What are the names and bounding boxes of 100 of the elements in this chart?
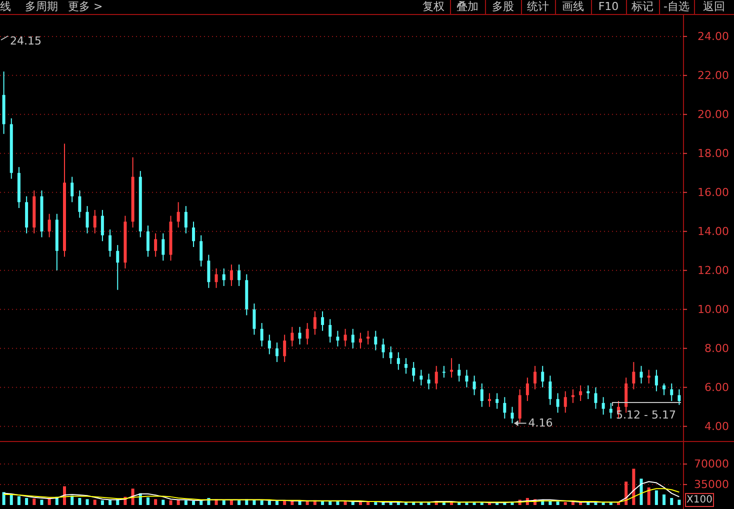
text: F10: [598, 0, 619, 13]
candlestick: [662, 382, 666, 396]
candlestick: [571, 388, 574, 404]
bar: [10, 494, 13, 505]
bar: [260, 500, 264, 505]
candlestick: [389, 346, 392, 364]
bar: [336, 501, 340, 505]
candlestick: [404, 358, 408, 374]
bar: [222, 500, 226, 505]
y-tick-label: 12.00: [698, 264, 729, 277]
text: 返回: [703, 0, 725, 13]
bar: [654, 490, 658, 505]
bar: [176, 500, 180, 505]
bar: [647, 487, 650, 505]
bar: [556, 501, 560, 505]
annotation: 24.15: [10, 34, 42, 48]
candlestick: [162, 232, 165, 262]
candlestick: [382, 338, 385, 359]
bar: [192, 500, 196, 505]
bar: [25, 498, 28, 505]
candlestick: [298, 326, 302, 345]
candlestick: [321, 310, 324, 332]
candlestick: [214, 268, 218, 288]
candlestick: [100, 209, 104, 242]
candlestick: [192, 221, 196, 248]
y-tick-label: 22.00: [698, 68, 729, 82]
bar: [374, 502, 378, 505]
bar: [108, 500, 112, 505]
bar: [328, 501, 332, 505]
bar: [93, 500, 96, 505]
candlestick: [358, 332, 362, 349]
bar: [252, 500, 256, 505]
candlestick: [420, 369, 423, 386]
candlestick: [450, 358, 454, 378]
candlestick: [313, 310, 316, 336]
y-tick-label: 35000: [694, 478, 729, 492]
bar: [162, 500, 165, 505]
candlestick: [442, 365, 446, 378]
candlestick: [78, 190, 82, 218]
bar: [86, 499, 89, 505]
text: 统计: [527, 0, 549, 13]
candlestick: [207, 254, 210, 288]
candlestick: [328, 318, 332, 344]
candlestick: [503, 396, 506, 420]
candlestick: [678, 388, 681, 406]
candlestick: [548, 375, 552, 406]
bar: [32, 498, 36, 505]
candlestick: [396, 352, 400, 370]
candlestick: [344, 328, 347, 347]
candlestick: [472, 375, 476, 396]
candlestick: [366, 330, 370, 345]
candlestick: [222, 268, 226, 286]
bar: [100, 500, 104, 505]
y-tick-label: 20.00: [698, 108, 729, 121]
y-tick-label: 4.00: [704, 420, 729, 433]
bar: [670, 498, 674, 505]
candlestick: [108, 228, 112, 258]
candlestick: [252, 303, 256, 336]
candlestick: [283, 334, 286, 363]
y-tick-label: 24.00: [698, 30, 729, 43]
bar: [571, 502, 574, 505]
candlestick: [647, 369, 650, 384]
bar: [564, 502, 567, 505]
candlestick: [176, 202, 180, 228]
candlestick: [412, 362, 416, 382]
text: 复权: [422, 0, 444, 13]
y-tick-label: 70000: [694, 458, 729, 471]
candlestick: [48, 213, 51, 238]
bar: [640, 478, 643, 505]
line-series: [3, 488, 680, 503]
bar: [2, 492, 6, 505]
y-tick-label: 18.00: [698, 146, 729, 160]
candlestick: [541, 365, 544, 388]
candlestick: [86, 206, 89, 234]
candlestick: [556, 392, 560, 414]
text: 多周期: [25, 0, 58, 13]
candlestick: [526, 377, 529, 402]
candlestick: [480, 382, 484, 408]
candlestick: [260, 322, 264, 347]
candlestick: [534, 365, 537, 390]
candlestick: [654, 369, 658, 392]
y-tick-label: 14.00: [698, 224, 729, 238]
bar: [230, 500, 233, 505]
y-tick-label: 10.00: [698, 302, 729, 316]
candlestick: [116, 244, 120, 290]
text: 线: [0, 0, 11, 13]
candlestick: [488, 392, 491, 408]
candlestick: [594, 386, 598, 410]
candlestick: [640, 365, 643, 384]
bar: [169, 500, 172, 505]
bar: [78, 498, 82, 505]
candlestick: [465, 369, 468, 388]
candlestick: [200, 234, 203, 267]
bar: [678, 500, 681, 505]
candlestick: [154, 232, 158, 258]
text: 多股: [492, 0, 514, 13]
annotation: 4.16: [528, 416, 553, 430]
candlestick: [518, 388, 522, 423]
candlestick: [564, 390, 567, 414]
candlestick: [336, 330, 340, 347]
